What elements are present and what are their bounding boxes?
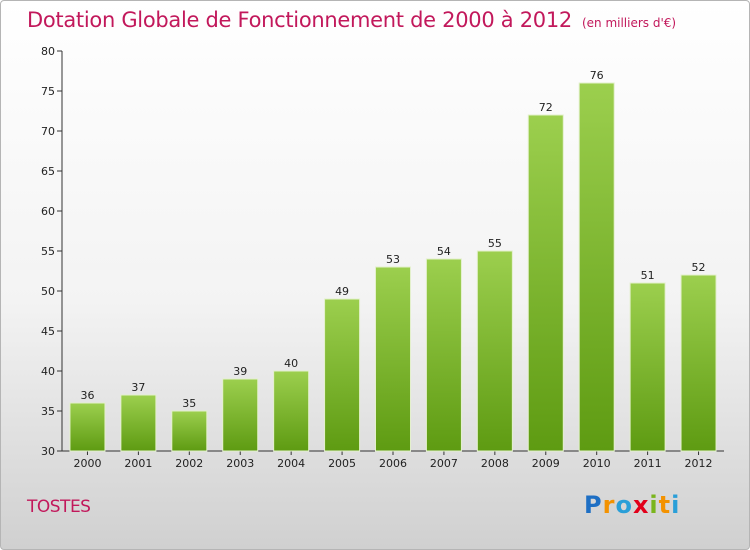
logo-letter: i xyxy=(671,491,681,519)
logo-letter: r xyxy=(602,491,616,519)
bar-2011 xyxy=(629,282,666,452)
bar-2001 xyxy=(120,394,157,452)
x-tick-label-2005: 2005 xyxy=(328,457,356,470)
y-tick-label: 30 xyxy=(41,445,55,458)
data-label-2005: 49 xyxy=(335,285,349,298)
x-tick-label-2012: 2012 xyxy=(685,457,713,470)
bar-2002 xyxy=(171,410,208,452)
y-tick-label: 45 xyxy=(41,325,55,338)
bar-2000 xyxy=(69,402,106,452)
data-label-2001: 37 xyxy=(131,381,145,394)
bar-2003 xyxy=(222,378,259,452)
logo-letter: x xyxy=(632,491,650,519)
data-label-2000: 36 xyxy=(80,389,94,402)
logo-letter: P xyxy=(584,491,603,519)
bar-2006 xyxy=(375,266,411,452)
x-tick-label-2007: 2007 xyxy=(430,457,458,470)
bar-2005 xyxy=(324,298,361,452)
y-tick-label: 70 xyxy=(41,125,55,138)
axes: 30 35 40 45 50 55 60 65 70 75 80 2000 2001 2002 2003 20… xyxy=(41,45,724,470)
commune-name: TOSTES xyxy=(27,497,91,517)
bar-2012 xyxy=(680,274,717,452)
x-tick-label-2000: 2000 xyxy=(73,457,101,470)
logo-letter: o xyxy=(615,491,633,519)
data-label-2002: 35 xyxy=(182,397,196,410)
bar-2007 xyxy=(425,258,462,452)
proxiti-logo: Proxiti xyxy=(584,491,680,519)
bar-2004 xyxy=(273,370,310,452)
y-tick-label: 60 xyxy=(41,205,55,218)
data-label-2011: 51 xyxy=(641,269,655,282)
bars xyxy=(69,82,717,452)
x-tick-label-2003: 2003 xyxy=(226,457,254,470)
y-tick-label: 75 xyxy=(41,85,55,98)
x-tick-label-2011: 2011 xyxy=(634,457,662,470)
y-tick-label: 50 xyxy=(41,285,55,298)
x-tick-label-2008: 2008 xyxy=(481,457,509,470)
y-tick-label: 55 xyxy=(41,245,55,258)
logo-letter: t xyxy=(658,491,672,519)
y-tick-label: 80 xyxy=(41,45,55,58)
logo-letter: i xyxy=(649,491,659,519)
data-label-2007: 54 xyxy=(437,245,451,258)
data-label-2003: 39 xyxy=(233,365,247,378)
chart-title-text: Dotation Globale de Fonctionnement de 20… xyxy=(27,8,572,32)
x-tick-label-2006: 2006 xyxy=(379,457,407,470)
data-label-2008: 55 xyxy=(488,237,502,250)
unit-label: (en milliers d'€) xyxy=(581,16,677,30)
data-labels: 36 37 35 39 40 49 53 54 55 72 76 51 52 xyxy=(80,69,705,410)
x-tick-label-2004: 2004 xyxy=(277,457,305,470)
data-label-2009: 72 xyxy=(539,101,553,114)
x-tick-label-2002: 2002 xyxy=(175,457,203,470)
data-label-2012: 52 xyxy=(692,261,706,274)
bar-2010 xyxy=(578,82,615,452)
x-tick-label-2010: 2010 xyxy=(583,457,611,470)
x-tick-label-2009: 2009 xyxy=(532,457,560,470)
chart-title: Dotation Globale de Fonctionnement de 20… xyxy=(27,8,676,32)
y-tick-label: 35 xyxy=(41,405,55,418)
data-label-2010: 76 xyxy=(590,69,604,82)
bar-2008 xyxy=(476,250,513,452)
x-tick-label-2001: 2001 xyxy=(124,457,152,470)
bar-2009 xyxy=(527,114,564,452)
data-label-2006: 53 xyxy=(386,253,400,266)
data-label-2004: 40 xyxy=(284,357,298,370)
y-tick-label: 65 xyxy=(41,165,55,178)
y-tick-label: 40 xyxy=(41,365,55,378)
